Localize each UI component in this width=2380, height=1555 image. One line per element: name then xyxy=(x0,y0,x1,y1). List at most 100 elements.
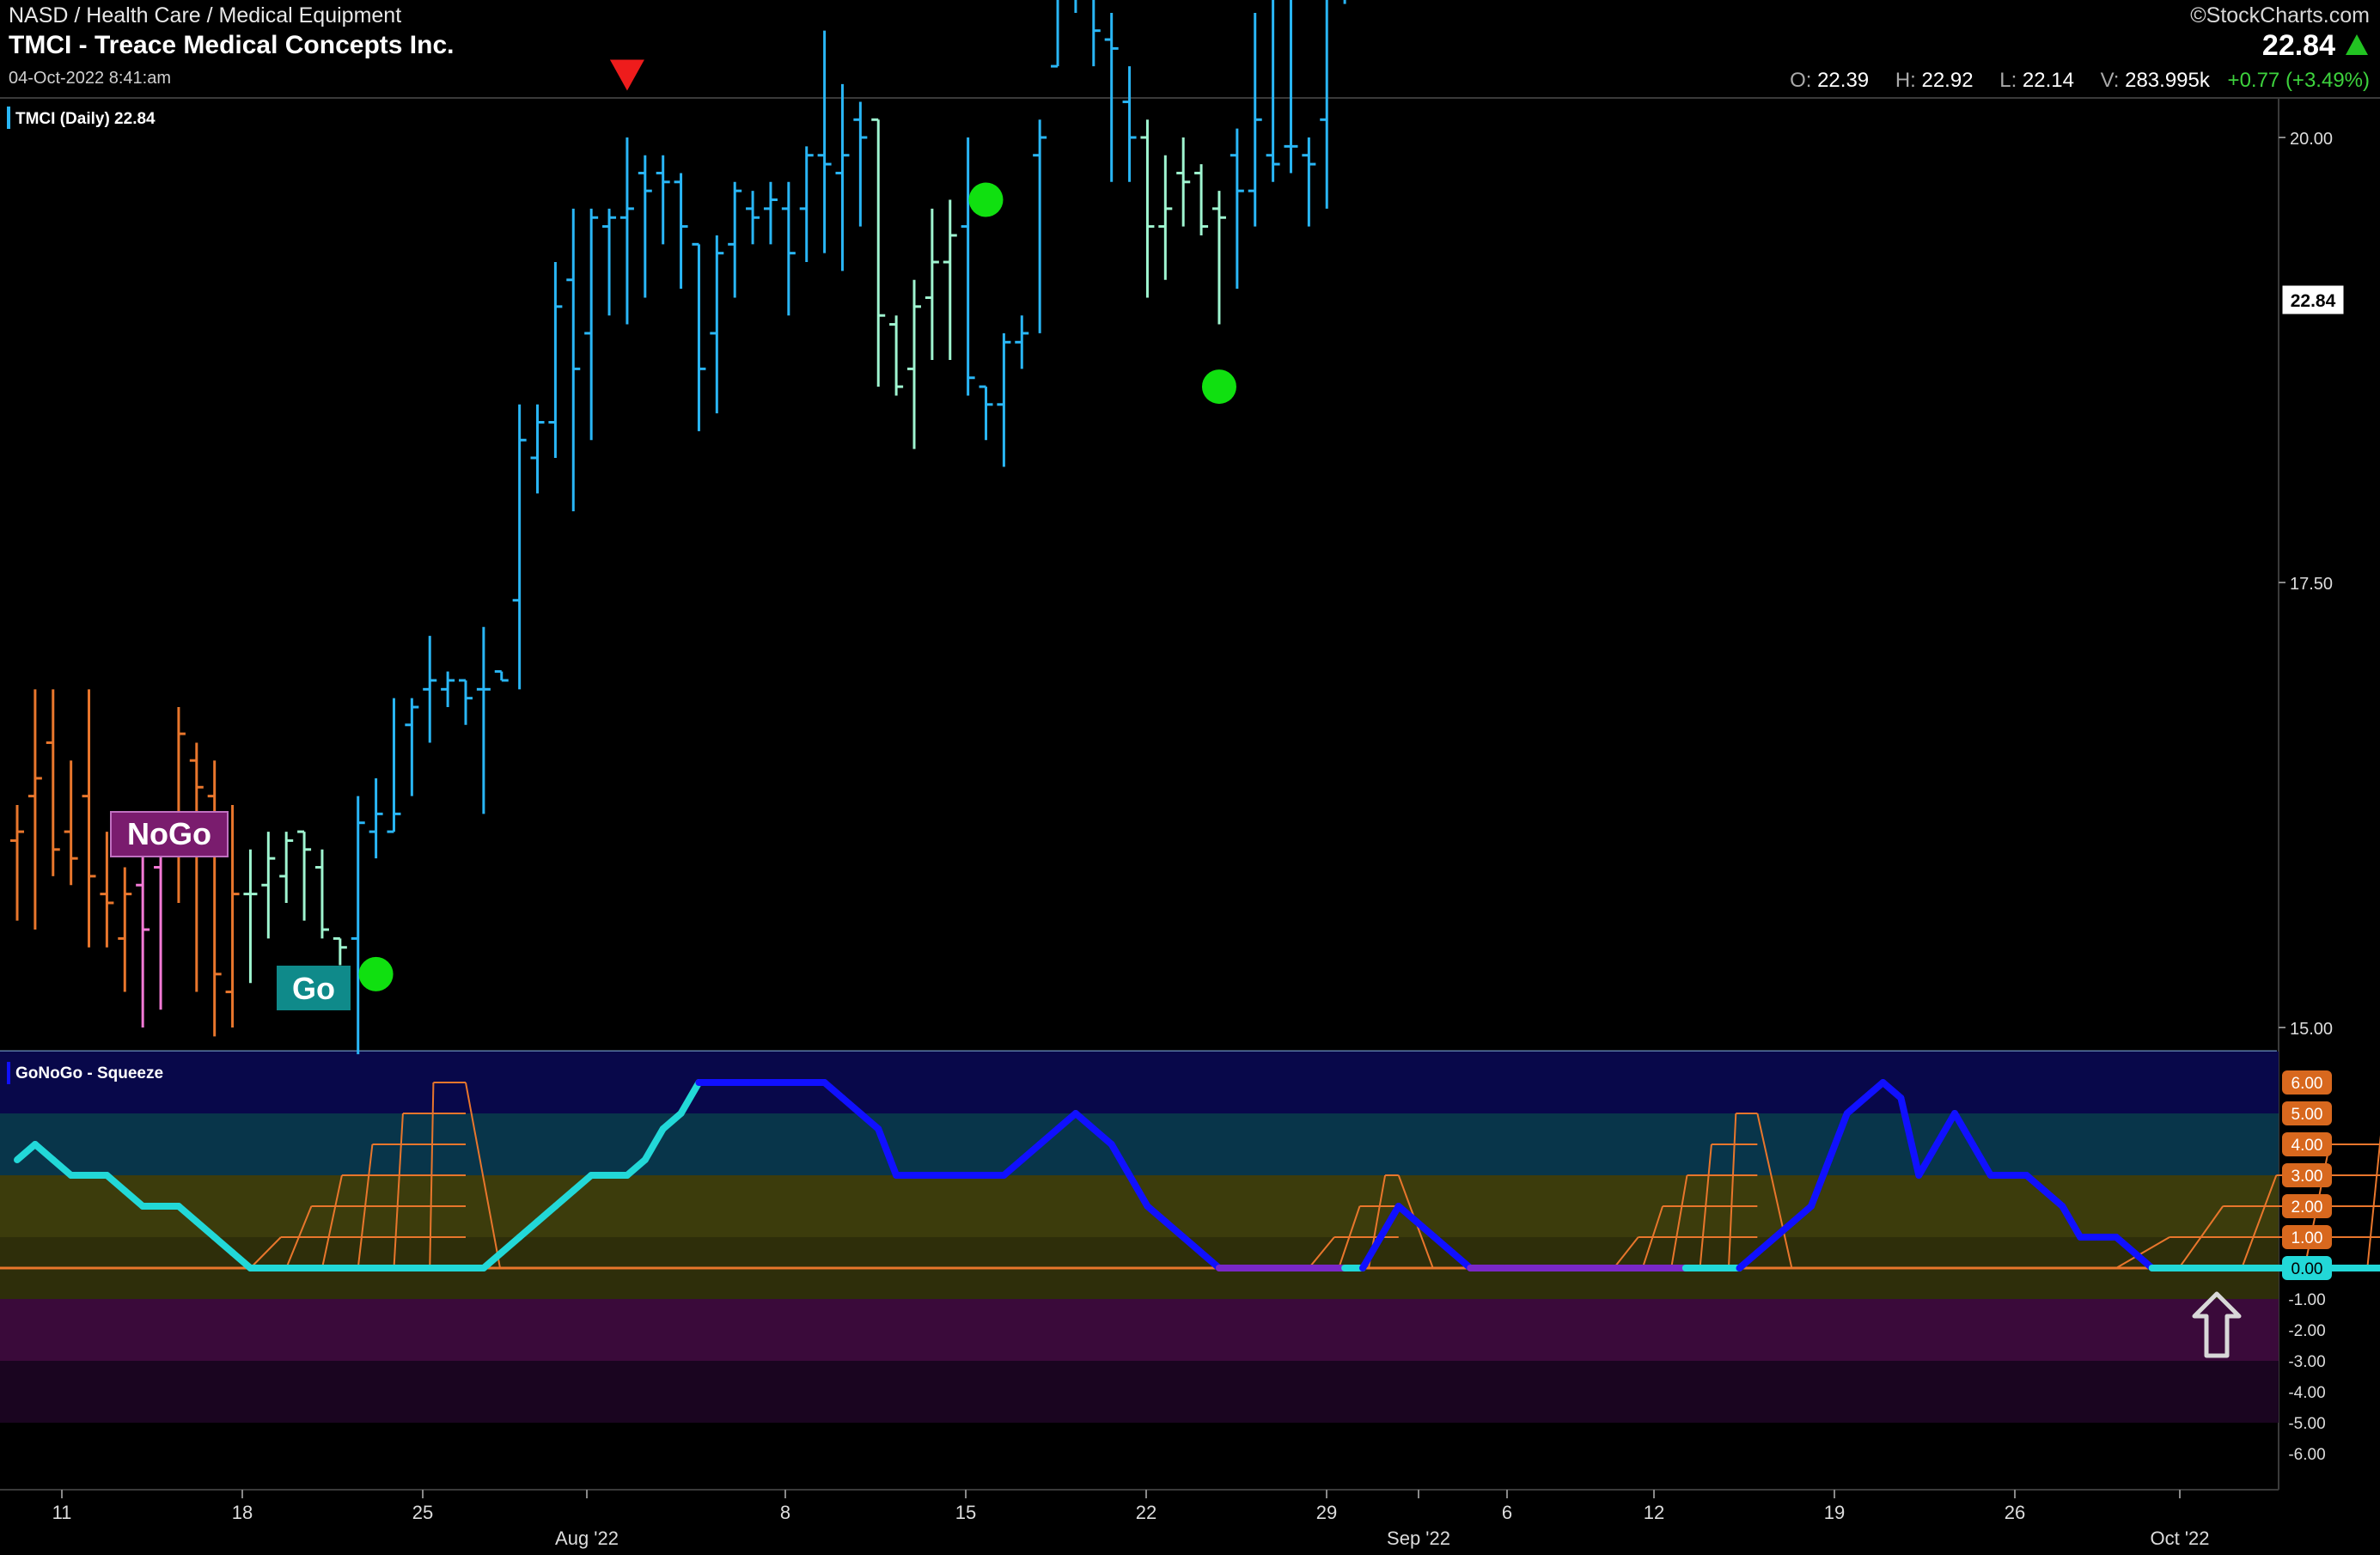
squeeze-line-segment xyxy=(1376,1203,1402,1241)
price-bar xyxy=(799,146,814,263)
squeeze-line-segment xyxy=(1879,1079,1905,1101)
squeeze-line-segment xyxy=(857,1110,882,1132)
squeeze-line-segment xyxy=(1808,1156,1833,1210)
price-bar xyxy=(853,101,868,227)
price-bar xyxy=(369,778,383,859)
squeeze-value-label: 0.00 xyxy=(2292,1260,2323,1278)
price-bar xyxy=(943,199,957,360)
squeeze-tick-badge xyxy=(2282,1225,2332,1249)
squeeze-line-segment xyxy=(1754,1234,1779,1256)
squeeze-line-segment xyxy=(1144,1203,1169,1225)
squeeze-line-segment xyxy=(1198,1249,1223,1271)
go-label: Go xyxy=(292,971,335,1006)
squeeze-line-layer xyxy=(14,1079,2380,1271)
price-bar xyxy=(512,404,527,690)
squeeze-line-segment xyxy=(1915,1141,1941,1179)
max-grid-rise-line xyxy=(1727,1113,1737,1269)
max-grid-rise-line xyxy=(2178,1205,2224,1269)
squeeze-line-segment xyxy=(2112,1234,2138,1256)
price-bar xyxy=(351,796,365,1055)
price-bar xyxy=(1194,164,1209,235)
price-bar xyxy=(46,689,60,876)
squeeze-line-segment xyxy=(1108,1141,1133,1179)
squeeze-tick-badge xyxy=(2282,1070,2332,1095)
go-signal-dot xyxy=(968,182,1004,217)
squeeze-line-segment xyxy=(2059,1203,2084,1241)
go-label-box xyxy=(277,966,351,1010)
price-bar xyxy=(82,689,96,948)
max-grid-rise-line xyxy=(393,1113,404,1269)
squeeze-line-segment xyxy=(1843,1095,1869,1117)
squeeze-line-segment xyxy=(174,1203,200,1225)
price-bar xyxy=(279,832,294,903)
price-bar xyxy=(638,155,652,298)
price-bar xyxy=(1320,0,1328,209)
price-bar xyxy=(1343,0,1346,4)
price-bar xyxy=(997,332,1011,467)
date-tick-label: 11 xyxy=(52,1502,72,1523)
squeeze-tick-label: 6.00 xyxy=(2292,1075,2323,1093)
price-bar xyxy=(243,849,258,984)
squeeze-line-segment xyxy=(1126,1172,1151,1210)
squeeze-line-segment xyxy=(2023,1172,2048,1194)
max-grid-rise-line xyxy=(1308,1236,1335,1269)
price-bar xyxy=(154,832,168,1010)
price-bar xyxy=(925,208,939,360)
squeeze-line-segment xyxy=(121,1187,147,1210)
signal-layer xyxy=(358,59,1236,991)
price-change: +0.77 (+3.49%) xyxy=(2227,69,2370,92)
price-bar xyxy=(619,137,634,325)
squeeze-line-segment xyxy=(1861,1079,1887,1101)
squeeze-axis-ticks: 6.00 5.00 4.00 3.00 2.00 1.00 0.00 -1.00 -2.00 -3… xyxy=(2282,1070,2332,1464)
date-tick-label: 6 xyxy=(1502,1502,1512,1523)
up-arrow-icon xyxy=(2346,34,2368,55)
squeeze-line-segment xyxy=(839,1095,864,1117)
price-bar xyxy=(548,262,563,458)
squeeze-line-segment xyxy=(552,1187,577,1210)
squeeze-tick-label: 5.00 xyxy=(2292,1106,2323,1124)
squeeze-line-segment xyxy=(103,1172,129,1194)
price-bar xyxy=(674,173,688,290)
price-bar xyxy=(763,181,778,245)
squeeze-value-badge xyxy=(2282,1256,2332,1280)
price-bar xyxy=(817,30,832,253)
price-bar xyxy=(781,181,796,316)
squeeze-line-segment xyxy=(1413,1218,1438,1241)
max-grid-rise-line xyxy=(2115,1236,2170,1269)
price-bar xyxy=(692,242,706,431)
go-signal-dot xyxy=(1201,369,1236,405)
date-tick-label: 26 xyxy=(2005,1502,2025,1523)
squeeze-band-4 xyxy=(0,1299,2279,1361)
squeeze-bands xyxy=(0,1052,2279,1423)
nogo-label-box xyxy=(110,811,229,857)
price-bars-layer xyxy=(10,0,1346,1055)
price-bar xyxy=(423,636,437,743)
price-bar xyxy=(171,707,186,903)
price-bar xyxy=(728,181,742,298)
max-grid-rise-line xyxy=(249,1236,282,1269)
go-signal-dot xyxy=(358,956,394,991)
squeeze-line-segment xyxy=(211,1234,236,1256)
date-tick-label: 25 xyxy=(412,1502,433,1523)
timestamp: 04-Oct-2022 8:41:am xyxy=(9,69,171,88)
date-tick-label: 19 xyxy=(1824,1502,1845,1523)
squeeze-tick-badge xyxy=(2282,1132,2332,1156)
price-tick-label: 15.00 xyxy=(2290,1020,2333,1039)
date-tick-label: 8 xyxy=(780,1502,790,1523)
price-bar xyxy=(1015,315,1029,369)
price-tag: 22.84 xyxy=(2291,291,2336,311)
max-grid-rise-line xyxy=(1670,1174,1688,1269)
price-bar xyxy=(10,805,24,921)
price-bar xyxy=(494,670,509,682)
squeeze-line-segment xyxy=(659,1110,685,1132)
high-value: 22.92 xyxy=(1921,69,1974,92)
squeeze-tick-label: -3.00 xyxy=(2288,1353,2325,1371)
squeeze-line-segment xyxy=(875,1125,900,1179)
price-bar xyxy=(1158,155,1173,280)
price-bar xyxy=(225,805,240,1028)
price-bar xyxy=(871,118,886,387)
high-label: H: xyxy=(1895,69,1916,92)
squeeze-line-segment xyxy=(497,1234,523,1256)
squeeze-tick-badge xyxy=(2282,1194,2332,1218)
price-bar xyxy=(889,315,904,396)
